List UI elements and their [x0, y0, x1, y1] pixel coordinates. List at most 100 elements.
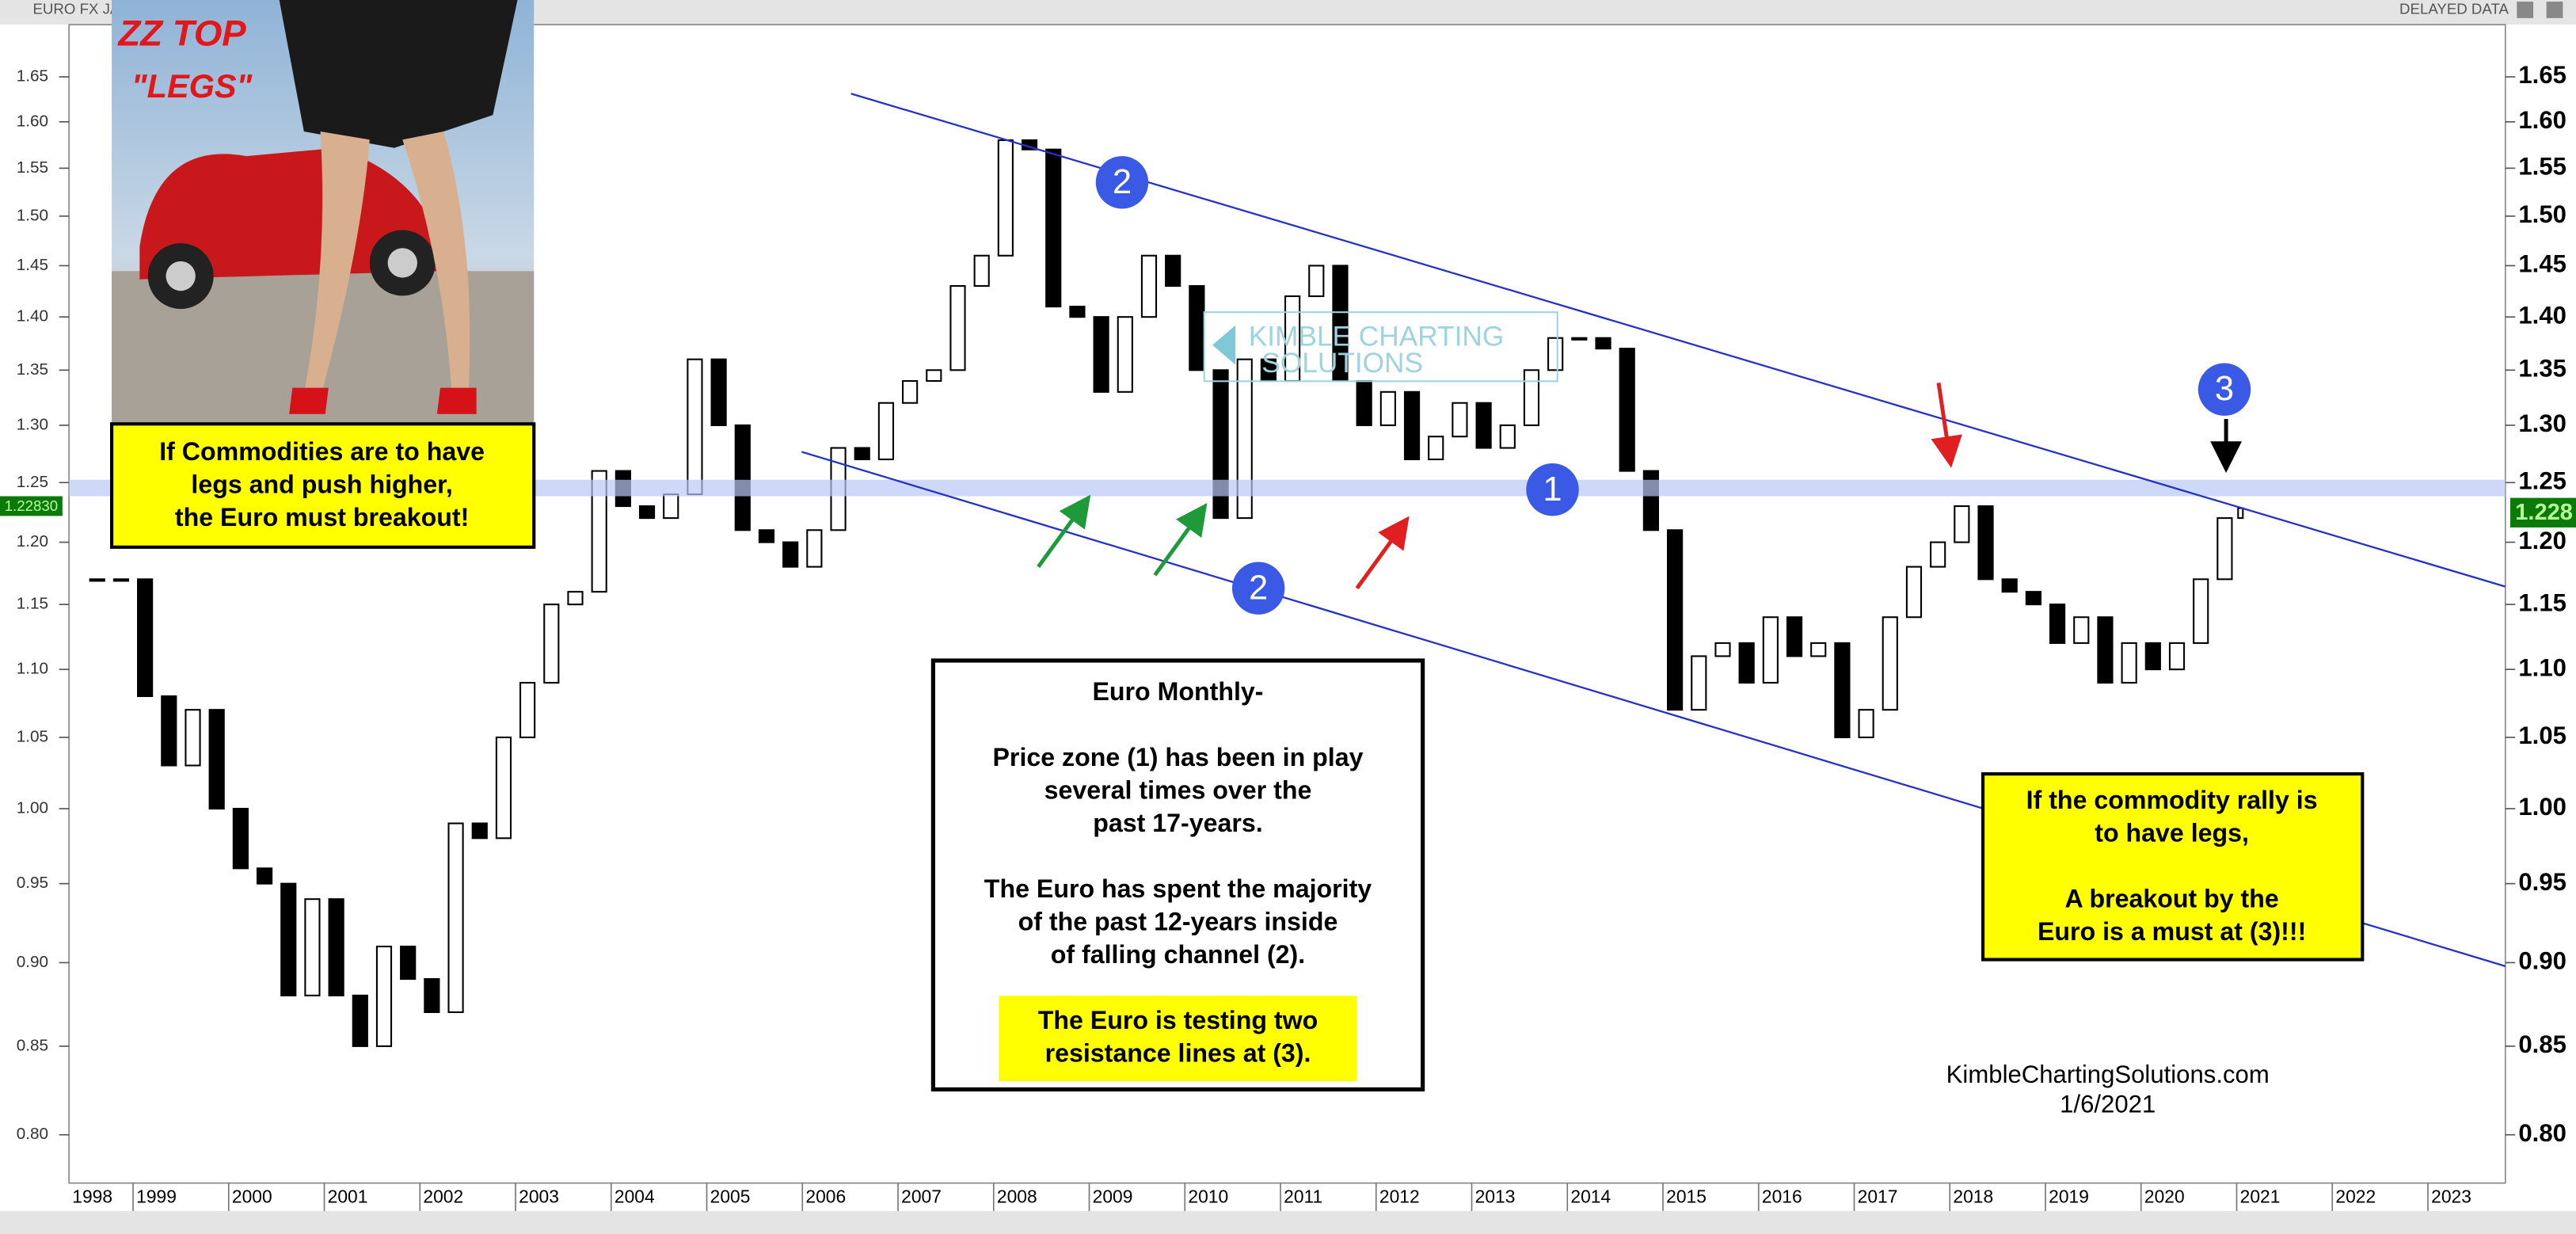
candle [137, 578, 154, 698]
note-text: If the commodity rally is [2026, 786, 2318, 814]
chart-title: EURO FX JA [32, 0, 120, 17]
callout-label: 3 [2215, 370, 2234, 408]
album-art: ZZ TOP "LEGS" [112, 0, 535, 425]
callout-label: 1 [1543, 470, 1562, 508]
candle [902, 379, 919, 404]
note-text: legs and push higher, [191, 470, 452, 499]
x-tick-label: 2008 [997, 1186, 1037, 1206]
callout: 3 [2197, 363, 2251, 416]
callout: 2 [1231, 562, 1285, 615]
candle [208, 709, 225, 810]
arrow [1931, 383, 1962, 468]
last-value-tag [0, 496, 63, 516]
x-tick-label: 2019 [2049, 1186, 2089, 1206]
candle [997, 139, 1014, 257]
x-tick-label: 2016 [1762, 1186, 1802, 1206]
candle [877, 402, 895, 461]
source-note: DELAYED DATA [2399, 0, 2509, 17]
y-tick-label: 1.65 [2518, 61, 2566, 89]
candle [1882, 616, 1898, 711]
candle [687, 358, 703, 496]
watermark: KIMBLE CHARTING [1249, 322, 1505, 352]
candle [304, 898, 321, 996]
candle [185, 709, 201, 767]
candle [1667, 529, 1684, 711]
x-tick-label: 2013 [1475, 1186, 1516, 1206]
note-text: resistance lines at (3). [1045, 1038, 1311, 1067]
callout: 2 [1095, 156, 1149, 209]
last-value-tag [2510, 497, 2576, 527]
x-tick-label: 2003 [519, 1186, 559, 1206]
candle [2144, 642, 2161, 671]
last-value-label: 1.228 [2515, 500, 2573, 525]
candle [1236, 358, 1253, 520]
candle [2168, 642, 2186, 671]
candle [1977, 505, 1994, 581]
arrow [1037, 494, 1091, 569]
candle [1093, 316, 1109, 393]
highlight-box [999, 996, 1357, 1082]
y-tick-label: 1.40 [17, 307, 48, 326]
x-tick-label: 1998 [72, 1186, 112, 1206]
y-tick-label: 0.80 [2518, 1119, 2566, 1147]
candle [112, 578, 130, 582]
y-tick-label: 1.25 [17, 473, 48, 491]
y-tick-label: 0.95 [17, 874, 48, 892]
note-text: A breakout by the [2065, 884, 2279, 912]
candle [1738, 642, 1755, 684]
candle [495, 736, 512, 840]
y-tick-label: 1.10 [2518, 653, 2566, 681]
y-tick-label: 0.85 [2518, 1030, 2566, 1058]
note-text: past 17-years. [1093, 809, 1262, 837]
candle [1523, 369, 1540, 426]
candle [352, 994, 368, 1047]
candle [591, 470, 607, 593]
price-zone [69, 479, 2506, 497]
candle [1547, 337, 1564, 371]
candle [424, 977, 440, 1013]
y-tick-label: 1.50 [2518, 200, 2566, 228]
candle [734, 424, 751, 531]
x-tick-label: 2009 [1093, 1186, 1133, 1206]
y-tick-label: 0.95 [2518, 868, 2566, 896]
x-tick-label: 2023 [2431, 1186, 2471, 1206]
x-tick-label: 2000 [232, 1186, 272, 1206]
candle [2237, 507, 2244, 520]
candle [519, 681, 536, 739]
y-tick-label: 1.20 [17, 532, 48, 550]
y-tick-label: 1.15 [2518, 588, 2566, 616]
note-box [109, 422, 536, 549]
candle [1117, 316, 1133, 393]
candle [2025, 591, 2041, 606]
candle [256, 867, 273, 885]
candle [1308, 265, 1325, 298]
toolbar-icon[interactable] [2517, 2, 2534, 18]
x-tick-label: 1999 [136, 1186, 177, 1206]
candle [1905, 566, 1923, 619]
candle [375, 945, 393, 1047]
note-text: several times over the [1044, 775, 1312, 804]
note-text: Euro Monthly- [1092, 677, 1263, 706]
x-tick-label: 2001 [328, 1186, 368, 1206]
callout: 1 [1526, 463, 1579, 516]
y-tick-label: 1.00 [17, 798, 48, 817]
candle [400, 945, 417, 981]
candle [1428, 436, 1444, 461]
candle [447, 822, 464, 1013]
candle [2193, 578, 2209, 644]
candle [1140, 254, 1158, 318]
x-tick-label: 2007 [901, 1186, 942, 1206]
y-tick-label: 0.80 [17, 1125, 48, 1143]
toolbar-icon[interactable] [2546, 2, 2563, 18]
x-tick-label: 2010 [1188, 1186, 1228, 1206]
candle [567, 591, 584, 606]
callout-label: 2 [1113, 163, 1132, 201]
note-text: of falling channel (2). [1051, 940, 1305, 969]
y-tick-label: 0.90 [2518, 947, 2566, 975]
x-tick-label: 2014 [1570, 1186, 1611, 1206]
album-subtitle: "LEGS" [131, 67, 253, 105]
y-tick-label: 1.20 [2518, 527, 2566, 554]
x-tick-label: 2012 [1379, 1186, 1420, 1206]
candle [1571, 337, 1588, 341]
